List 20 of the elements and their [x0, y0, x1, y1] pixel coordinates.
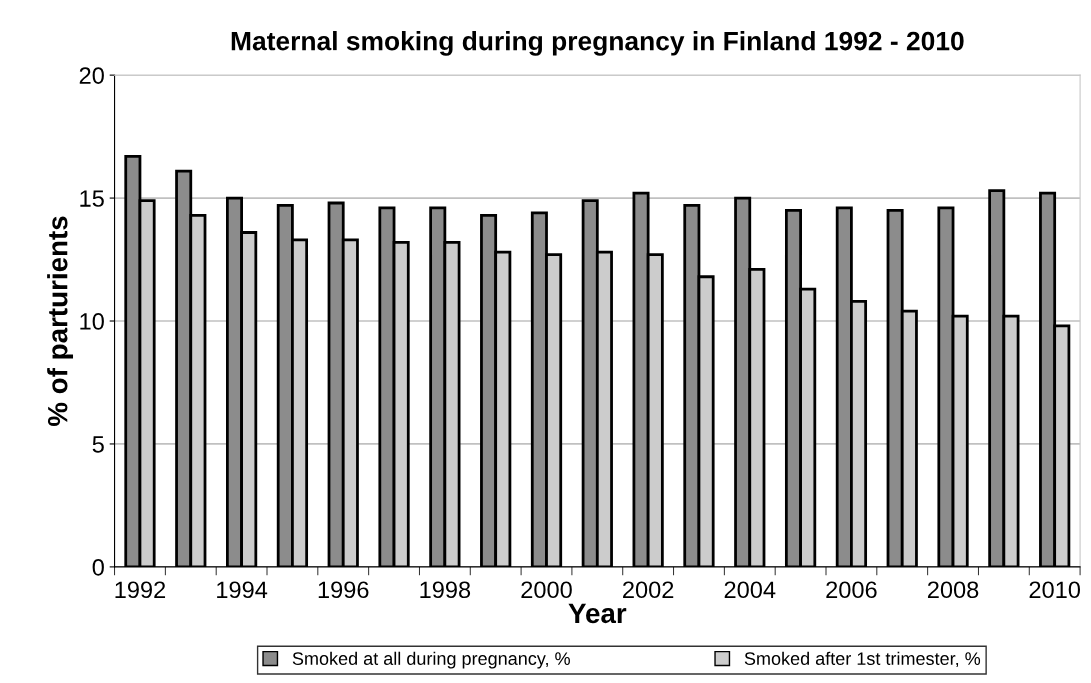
x-tick-label: 1996: [318, 581, 369, 599]
y-tick-label: 5: [92, 436, 104, 453]
x-axis-title: Year: [568, 603, 627, 624]
x-tick-label: 2002: [623, 581, 674, 599]
x-tick-label: 1992: [115, 581, 166, 599]
x-tick-label: 2004: [724, 581, 776, 599]
x-tick-label: 1994: [217, 581, 268, 599]
legend-label: Smoked after 1st trimester, %: [744, 651, 981, 668]
y-tick-label: 0: [92, 558, 104, 576]
y-axis-title: % of parturients: [47, 216, 74, 427]
chart-title: Maternal smoking during pregnancy in Finland 1992 - 2010: [231, 31, 964, 56]
x-tick-label: 1998: [420, 581, 471, 599]
legend-label: Smoked at all during pregnancy, %: [292, 651, 570, 669]
x-tick-label: 2006: [826, 581, 877, 599]
x-tick-label: 2000: [521, 581, 572, 599]
y-tick-label: 15: [80, 190, 104, 207]
x-tick-label: 2010: [1029, 581, 1081, 599]
x-tick-label: 2008: [927, 581, 979, 599]
y-tick-label: 10: [80, 313, 104, 330]
y-tick-label: 20: [79, 67, 104, 84]
